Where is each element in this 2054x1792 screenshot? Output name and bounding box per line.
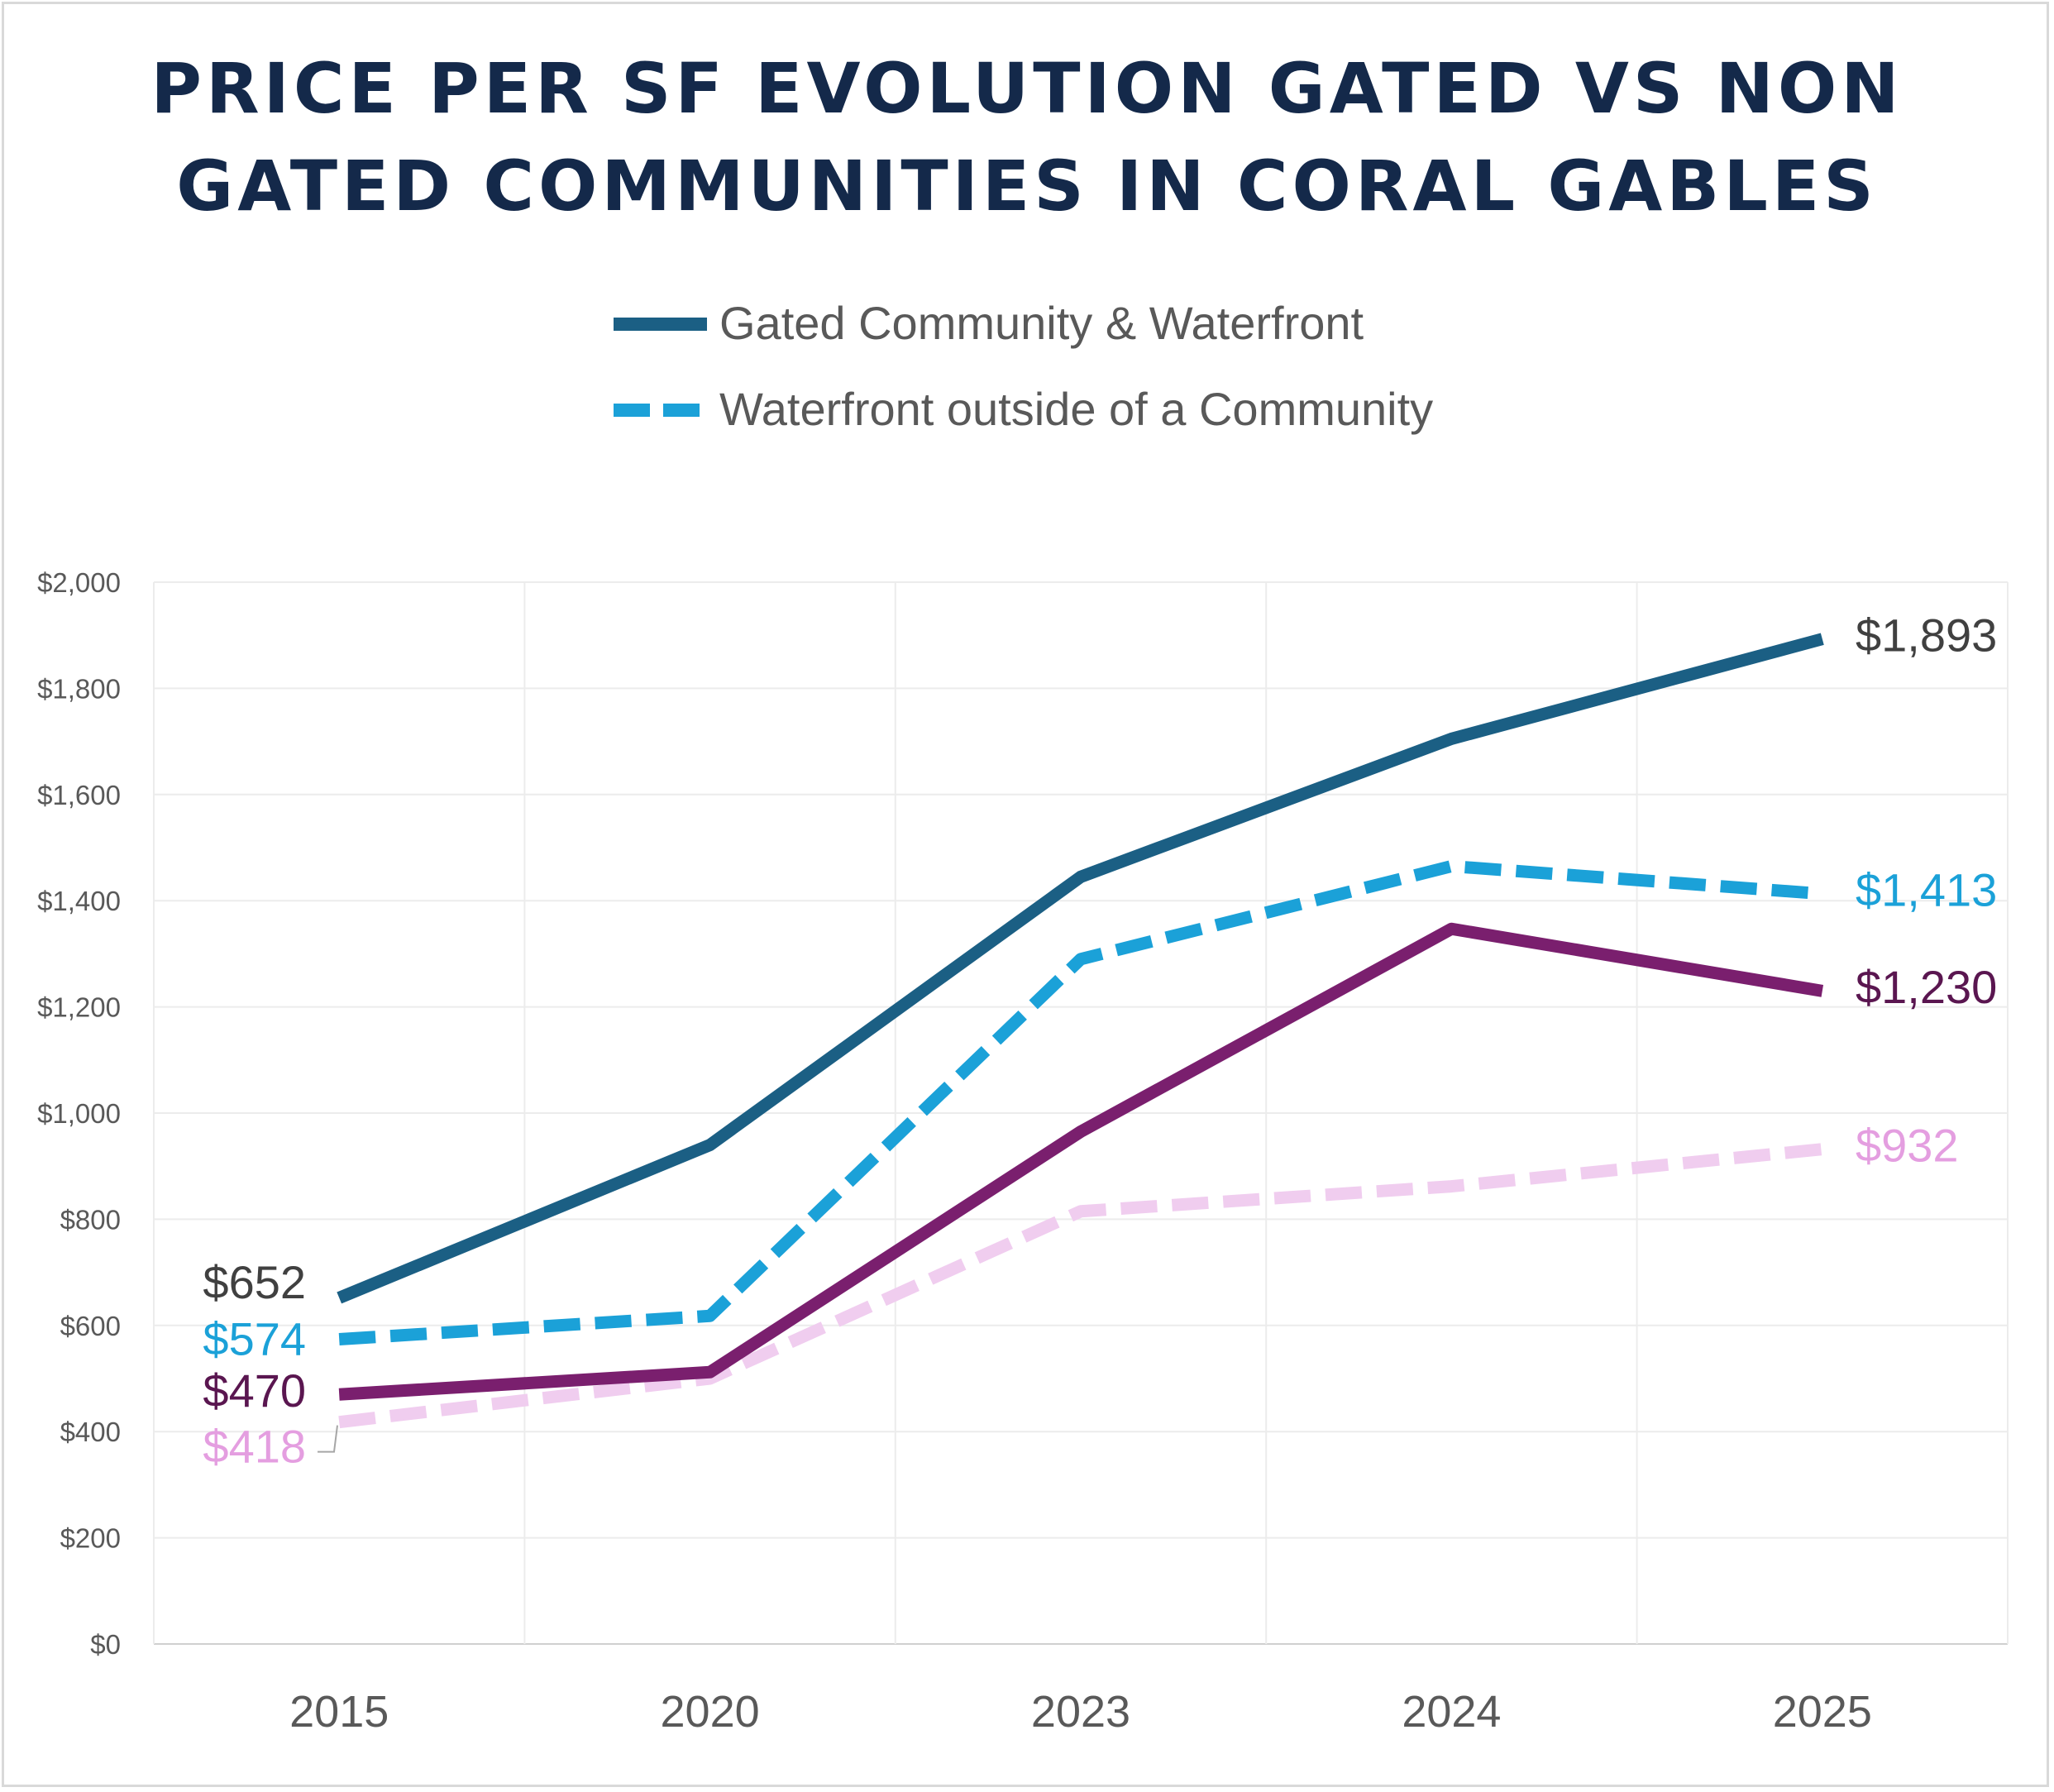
chart-title: PRICE PER SF EVOLUTION GATED VS NON GATE…	[0, 40, 2054, 235]
series-line-1	[338, 859, 1823, 1345]
y-tick-label: $400	[60, 1417, 121, 1447]
data-label-last: $1,230	[1856, 961, 1997, 1013]
x-tick-label: 2015	[289, 1687, 389, 1737]
y-tick-label: $200	[60, 1523, 121, 1554]
data-label-last: $932	[1856, 1119, 1959, 1171]
chart-title-line-1: PRICE PER SF EVOLUTION GATED VS NON	[150, 48, 1904, 129]
y-tick-label: $1,000	[37, 1098, 121, 1129]
series-line-3	[338, 1143, 1823, 1429]
legend-label-waterfront: Waterfront outside of a Community	[719, 383, 1433, 435]
x-tick-label: 2020	[661, 1687, 760, 1737]
x-tick-label: 2023	[1031, 1687, 1130, 1737]
chart-title-line-2: GATED COMMUNITIES IN CORAL GABLES	[176, 146, 1878, 227]
y-tick-label: $0	[90, 1629, 121, 1660]
legend: Gated Community & Waterfront Waterfront …	[614, 297, 1433, 435]
x-tick-label: 2025	[1773, 1687, 1872, 1737]
series-line-0	[337, 633, 1824, 1304]
series-line-2	[338, 922, 1824, 1401]
plot-area: $0 $200 $400 $600 $800 $1,000 $1,200 $1,400 $1,6…	[37, 567, 2009, 1737]
data-label-first: $652	[203, 1256, 306, 1308]
data-label-first: $574	[203, 1312, 306, 1364]
leader-line	[318, 1425, 338, 1453]
y-tick-label: $1,800	[37, 673, 121, 704]
data-label-first: $470	[203, 1364, 306, 1417]
x-tick-label: 2024	[1402, 1687, 1501, 1737]
data-label-first: $418	[203, 1420, 306, 1472]
data-label-last: $1,893	[1856, 609, 1997, 661]
y-tick-label: $1,400	[37, 886, 121, 916]
legend-label-gated: Gated Community & Waterfront	[719, 297, 1364, 349]
y-tick-label: $1,200	[37, 992, 121, 1023]
y-tick-label: $1,600	[37, 780, 121, 810]
y-tick-label: $600	[60, 1311, 121, 1341]
y-tick-label: $2,000	[37, 567, 121, 598]
y-tick-label: $800	[60, 1204, 121, 1235]
data-label-last: $1,413	[1856, 864, 1997, 916]
